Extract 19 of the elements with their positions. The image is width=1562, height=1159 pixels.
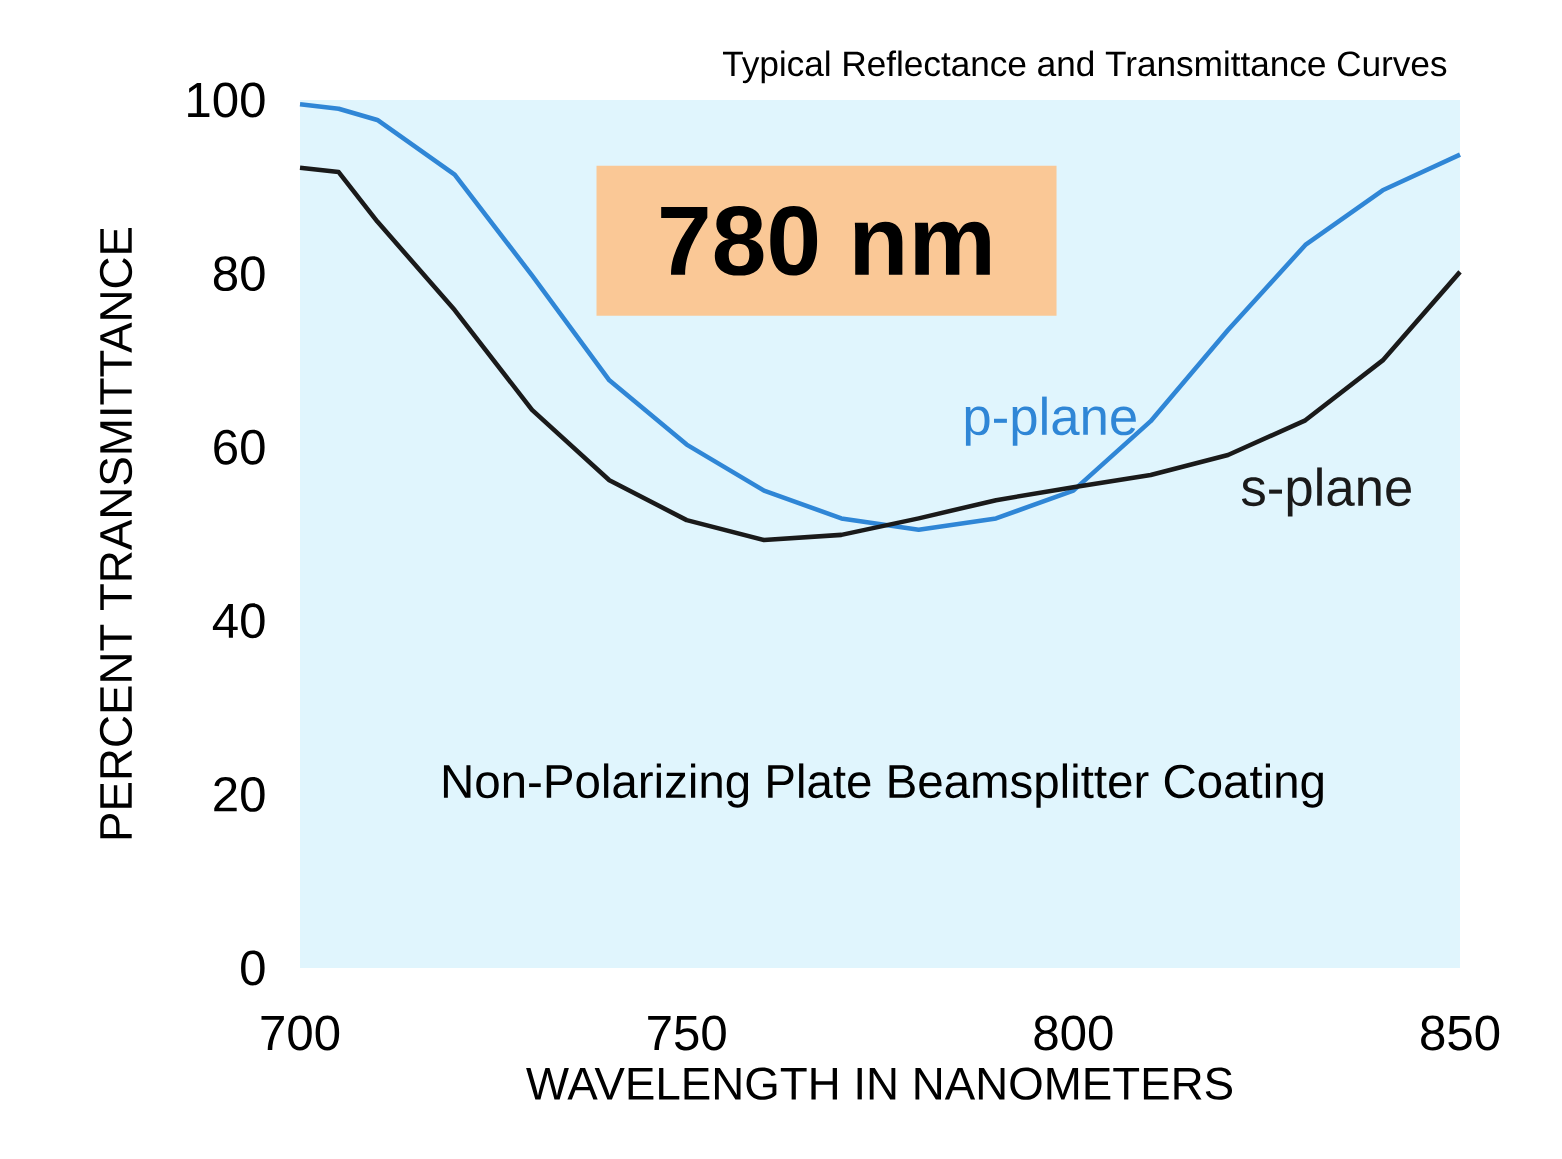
y-tick-label: 100 bbox=[188, 82, 265, 118]
y-tick-label: 80 bbox=[213, 256, 265, 292]
x-tick-label: 850 bbox=[1421, 1015, 1500, 1051]
annotation: 780 nm bbox=[661, 206, 990, 276]
series-label: p-plane bbox=[965, 396, 1136, 446]
x-tick-label: 750 bbox=[648, 1015, 726, 1051]
annotation: Non-Polarizing Plate Beamsplitter Coating bbox=[443, 763, 1323, 808]
chart-title: Typical Reflectance and Transmittance Curves bbox=[723, 50, 1447, 84]
y-tick-label: 60 bbox=[214, 429, 265, 465]
x-tick-label: 800 bbox=[1034, 1015, 1113, 1051]
x-tick-label: 700 bbox=[261, 1015, 340, 1051]
y-tick-label: 0 bbox=[241, 950, 265, 986]
series-label: s-plane bbox=[1241, 467, 1411, 517]
y-tick-label: 20 bbox=[214, 776, 265, 812]
x-axis-title: WAVELENGTH IN NANOMETERS bbox=[526, 1067, 1233, 1100]
y-axis-title: PERCENT TRANSMITTANCE bbox=[99, 228, 133, 839]
line-series bbox=[297, 102, 1463, 532]
line-series bbox=[297, 165, 1463, 543]
y-tick-label: 40 bbox=[212, 603, 265, 639]
